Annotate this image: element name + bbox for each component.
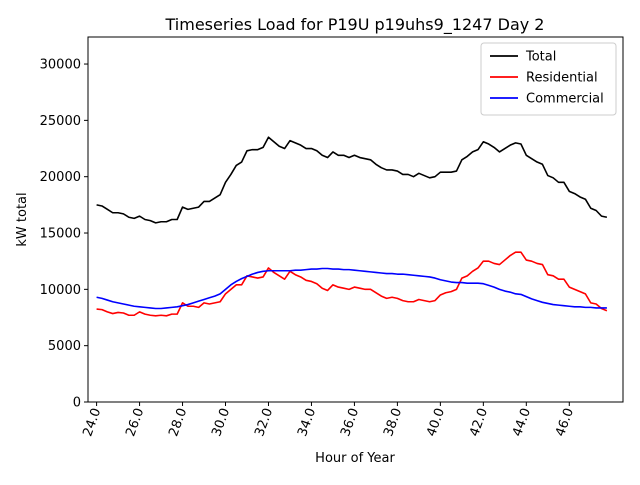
y-tick-label: 10000 bbox=[40, 283, 81, 298]
y-tick-label: 0 bbox=[73, 396, 81, 411]
legend-label-residential: Residential bbox=[526, 71, 598, 86]
y-tick-label: 15000 bbox=[40, 227, 81, 242]
plot-lines bbox=[96, 136, 608, 317]
y-axis: 0 5000 10000 15000 20000 25000 30000 bbox=[40, 58, 88, 411]
legend-box bbox=[480, 42, 617, 116]
legend: Total Residential Commercial bbox=[480, 42, 617, 116]
y-tick-label: 25000 bbox=[40, 114, 81, 129]
legend-label-commercial: Commercial bbox=[526, 92, 604, 107]
series-line-total bbox=[96, 136, 608, 224]
chart-title: Timeseries Load for P19U p19uhs9_1247 Da… bbox=[165, 15, 545, 35]
y-tick-label: 20000 bbox=[40, 170, 81, 185]
x-axis-label: Hour of Year bbox=[315, 451, 395, 466]
plot-frame bbox=[87, 36, 624, 403]
legend-label-total: Total bbox=[525, 50, 556, 65]
y-axis-label: kW total bbox=[15, 192, 30, 246]
y-tick-label: 5000 bbox=[48, 339, 81, 354]
series-line-residential bbox=[96, 251, 608, 317]
y-tick-label: 30000 bbox=[40, 58, 81, 73]
series-line-commercial bbox=[96, 267, 607, 310]
